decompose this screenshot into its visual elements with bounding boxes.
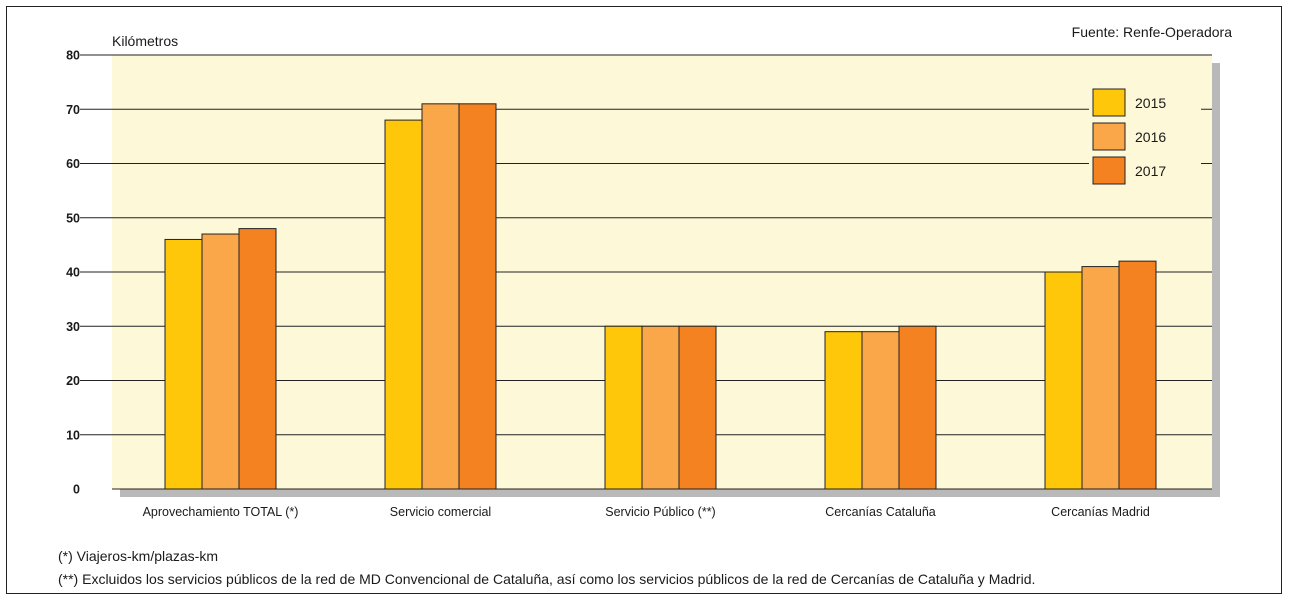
- bar-0-2017: [238, 228, 277, 490]
- bar-4-2017: [1118, 260, 1157, 490]
- bar-0-2015: [164, 238, 203, 490]
- bar-2-2015: [604, 325, 643, 490]
- bar-3-2015: [824, 331, 863, 490]
- x-tick-label-0: Aprovechamiento TOTAL (*): [143, 505, 299, 519]
- bar-3-2016: [861, 331, 900, 490]
- x-tick-label-2: Servicio Público (**): [605, 505, 715, 519]
- bar-0-2016: [201, 233, 240, 490]
- y-tick-label-10: 10: [66, 428, 80, 442]
- y-tick-label-60: 60: [66, 157, 80, 171]
- y-tick-label-50: 50: [66, 211, 80, 225]
- legend-swatch-2016: [1092, 122, 1126, 151]
- y-tick-label-70: 70: [66, 103, 80, 117]
- bar-3-2017: [898, 325, 937, 490]
- chart-frame: [6, 6, 1282, 594]
- y-axis-label: Kilómetros: [112, 33, 179, 49]
- footnote-1: (*) Viajeros-km/plazas-km: [58, 548, 218, 564]
- y-tick-label-30: 30: [66, 320, 80, 334]
- bar-4-2016: [1081, 266, 1120, 490]
- x-tick-label-3: Cercanías Cataluña: [825, 505, 936, 519]
- bar-2-2017: [678, 325, 717, 490]
- source-note: Fuente: Renfe-Operadora: [1071, 24, 1232, 40]
- legend-swatch-2017: [1092, 156, 1126, 185]
- bar-1-2016: [421, 103, 460, 490]
- x-tick-label-4: Cercanías Madrid: [1051, 505, 1150, 519]
- y-tick-label-20: 20: [66, 374, 80, 388]
- legend-label-2016: 2016: [1135, 129, 1166, 145]
- y-tick-label-40: 40: [66, 266, 80, 280]
- legend-swatch-2015: [1092, 88, 1126, 117]
- legend-label-2015: 2015: [1135, 95, 1166, 111]
- y-tick-label-80: 80: [66, 49, 80, 63]
- footnote-2: (**) Excluidos los servicios públicos de…: [58, 571, 1036, 587]
- bar-2-2016: [641, 325, 680, 490]
- x-tick-label-1: Servicio comercial: [390, 505, 491, 519]
- y-tick-label-0: 0: [73, 483, 80, 497]
- legend-label-2017: 2017: [1135, 163, 1166, 179]
- bar-4-2015: [1044, 271, 1083, 490]
- bar-1-2017: [458, 103, 497, 490]
- bar-1-2015: [384, 119, 423, 490]
